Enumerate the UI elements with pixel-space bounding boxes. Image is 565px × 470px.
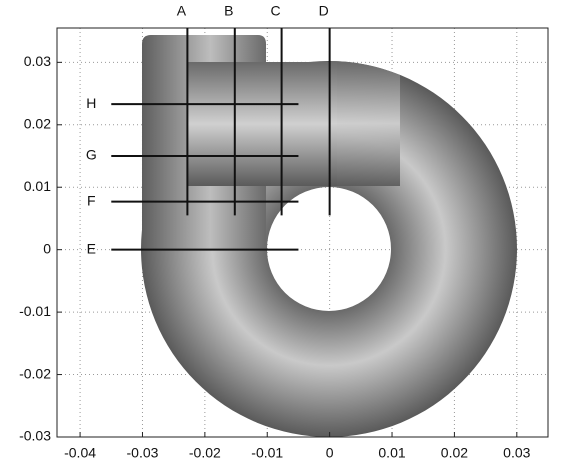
x-tick-label: -0.03: [127, 445, 159, 461]
y-tick-label: 0.02: [24, 115, 51, 131]
section-label: C: [271, 3, 281, 19]
section-label: H: [86, 95, 96, 111]
y-tick-label: -0.01: [19, 303, 51, 319]
x-tick-label: -0.02: [189, 445, 221, 461]
section-label: G: [86, 147, 97, 163]
x-tick-label: -0.04: [64, 445, 96, 461]
x-tick-label: 0: [326, 445, 334, 461]
horizontal-pipe: [187, 62, 337, 186]
section-label: D: [319, 3, 329, 19]
pipe-bend: [329, 61, 400, 186]
y-tick-label: 0: [43, 240, 51, 256]
x-tick-label: 0.01: [378, 445, 405, 461]
chart: -0.04 -0.03 -0.02 -0.01 0 0.01 0.02 0.03 -0.03 -0…: [0, 0, 565, 470]
x-tick-label: 0.03: [503, 445, 530, 461]
y-tick-label: -0.03: [19, 428, 51, 444]
x-tick-label: 0.02: [441, 445, 468, 461]
y-tick-label: -0.02: [19, 365, 51, 381]
y-tick-label: 0.01: [24, 178, 51, 194]
section-label: E: [87, 240, 96, 256]
x-tick-label: -0.01: [251, 445, 283, 461]
section-label: F: [87, 192, 96, 208]
section-label: B: [224, 3, 233, 19]
section-label: A: [177, 3, 187, 19]
y-tick-label: 0.03: [24, 53, 51, 69]
